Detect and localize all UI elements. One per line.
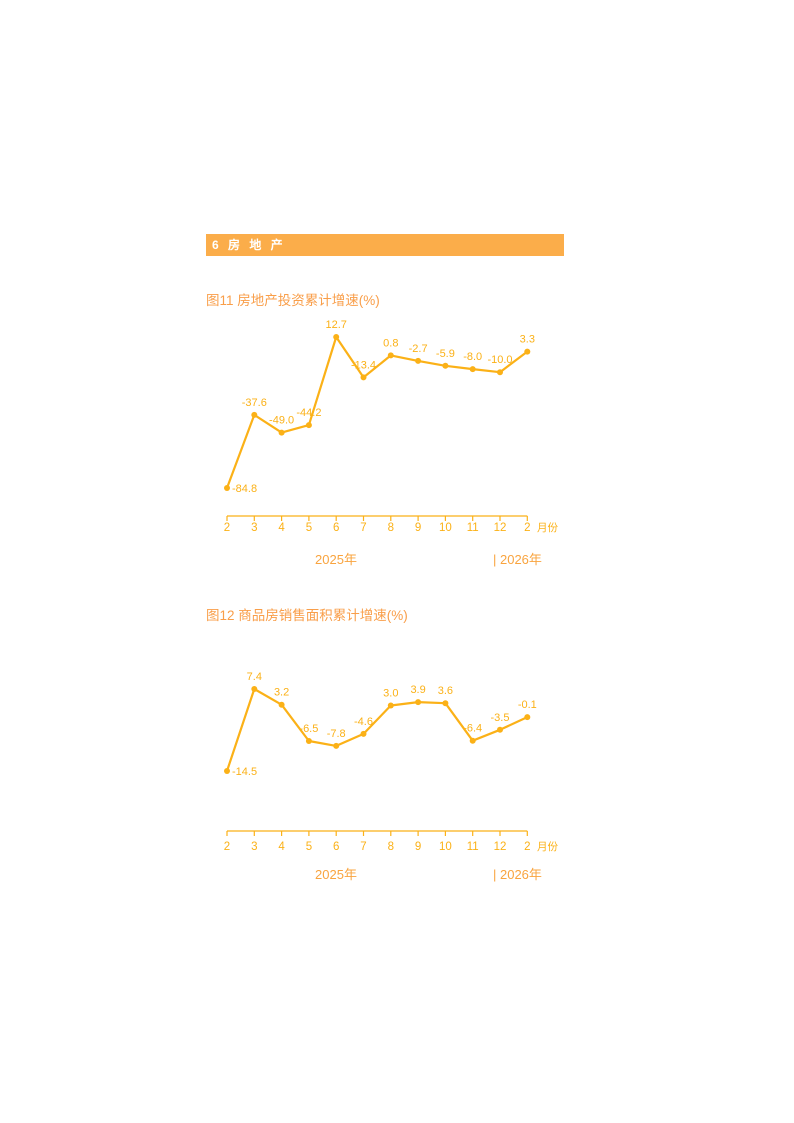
- data-point: [305, 422, 312, 429]
- point-label: -10.0: [487, 354, 512, 366]
- point-label: -37.6: [242, 397, 267, 409]
- month-label: 6: [333, 841, 339, 853]
- data-point: [224, 768, 230, 774]
- month-label: 2: [524, 841, 530, 853]
- point-label: -6.5: [299, 723, 318, 735]
- point-label: 0.8: [383, 337, 398, 349]
- point-label: -84.8: [232, 483, 257, 495]
- point-label: -0.1: [518, 699, 537, 711]
- series-line: [225, 687, 529, 773]
- point-label: 3.6: [438, 685, 453, 697]
- point-label: 3.0: [383, 687, 398, 699]
- figure-11-title: 图11 房地产投资累计增速(%): [206, 293, 380, 308]
- data-point: [497, 369, 503, 376]
- month-label: 2: [524, 522, 530, 534]
- month-label: 8: [388, 522, 394, 534]
- data-point: [278, 701, 285, 708]
- data-point: [497, 726, 503, 733]
- data-point: [442, 700, 449, 707]
- month-label: 9: [415, 522, 421, 534]
- month-label: 3: [251, 522, 257, 534]
- data-point: [415, 699, 422, 706]
- figure-11-line-chart: 2 3 4 5 6 7 8 9 10 11 12 2 月份 -84.8 -37.6 -49.0 -44.2 12.…: [206, 313, 568, 538]
- month-label: 4: [278, 841, 285, 853]
- point-label: -3.5: [491, 712, 510, 724]
- month-label: 10: [439, 522, 452, 534]
- data-point: [278, 429, 285, 436]
- figure-12-year-2025-label: 2025年: [315, 867, 357, 882]
- figure-11-year-2025-label: 2025年: [315, 552, 357, 567]
- month-label: 11: [467, 522, 479, 534]
- month-label: 7: [360, 841, 366, 853]
- data-point: [524, 714, 531, 721]
- figure-11-year-2026-label: | 2026年: [493, 552, 542, 567]
- x-axis-title: 月份: [537, 841, 558, 853]
- data-point: [469, 366, 476, 373]
- data-point: [442, 362, 449, 369]
- data-point: [360, 730, 367, 737]
- data-point: [251, 411, 258, 418]
- data-point: [387, 702, 394, 709]
- figure-12-line-chart: 2 3 4 5 6 7 8 9 10 11 12 2 月份 -14.5 7.4 3.2 -6.5 -7.8 -4.6…: [206, 660, 568, 858]
- data-point: [469, 737, 476, 744]
- data-point: [251, 686, 258, 692]
- point-label: -13.4: [351, 359, 376, 371]
- data-point: [305, 738, 312, 744]
- point-label: 3.9: [410, 684, 425, 696]
- data-point: [524, 348, 531, 355]
- month-label: 10: [439, 841, 452, 853]
- point-label: 3.2: [274, 687, 289, 699]
- point-label: -4.6: [354, 716, 373, 728]
- data-point: [333, 334, 340, 340]
- chart-canvas: 2 3 4 5 6 7 8 9 10 11 12 2 月份 -14.5 7.4 3.2 -6.5 -7.8 -4.6…: [224, 671, 559, 853]
- x-axis-title: 月份: [537, 522, 558, 534]
- point-label: -8.0: [463, 351, 482, 363]
- month-label: 7: [360, 522, 366, 534]
- month-label: 12: [494, 841, 507, 853]
- chart-canvas: 2 3 4 5 6 7 8 9 10 11 12 2 月份 -84.8 -37.6-49.0-44.2 12.…: [224, 319, 559, 534]
- data-point: [333, 742, 340, 749]
- section-header-label: 6 房 地 产: [212, 238, 286, 252]
- data-point: [415, 357, 422, 364]
- figure-12-year-2026-label: | 2026年: [493, 867, 542, 882]
- point-label: -6.4: [463, 723, 482, 735]
- month-label: 5: [306, 522, 312, 534]
- point-label: -2.7: [409, 343, 428, 355]
- month-label: 4: [278, 522, 285, 534]
- month-label: 11: [467, 841, 479, 853]
- section-header-bar: 6 房 地 产: [206, 234, 564, 256]
- figure-12-title: 图12 商品房销售面积累计增速(%): [206, 608, 408, 623]
- month-label: 3: [251, 841, 257, 853]
- point-label: 7.4: [247, 671, 262, 683]
- data-point: [360, 374, 367, 381]
- month-label: 2: [224, 841, 230, 853]
- point-label: -49.0: [269, 415, 294, 427]
- month-label: 12: [494, 522, 507, 534]
- month-label: 9: [415, 841, 421, 853]
- month-label: 2: [224, 522, 230, 534]
- series-line: [225, 335, 529, 490]
- point-label: -7.8: [327, 728, 346, 740]
- point-label: -44.2: [296, 407, 321, 419]
- point-label: 12.7: [325, 319, 346, 331]
- data-point: [387, 352, 394, 359]
- point-label: 3.3: [520, 334, 535, 346]
- month-label: 5: [306, 841, 312, 853]
- month-label: 8: [388, 841, 394, 853]
- month-label: 6: [333, 522, 339, 534]
- point-label: -5.9: [436, 348, 455, 360]
- data-point: [224, 485, 230, 491]
- point-label: -14.5: [232, 766, 257, 778]
